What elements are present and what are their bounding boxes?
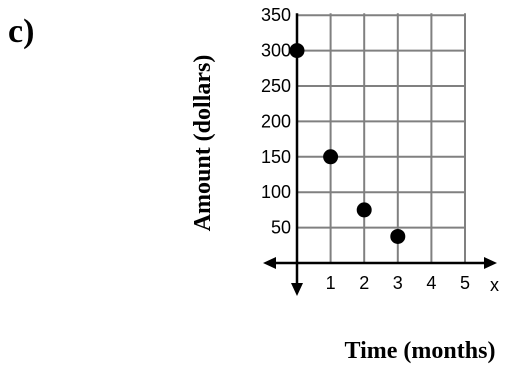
x-axis-title: Time (months) [345,338,496,364]
data-point [289,43,305,59]
axes [263,13,497,296]
y-tick-label: 150 [261,147,291,167]
y-tick-label: 250 [261,76,291,96]
grid [297,13,466,263]
y-tick-labels: 50 100 150 200 250 300 350 [261,5,291,237]
y-tick-label: 50 [271,218,291,238]
x-tick-label: 3 [393,273,403,293]
y-tick-label: 350 [261,5,291,25]
x-tick-label: 5 [460,273,470,293]
data-point [323,149,339,165]
y-axis-title: Amount (dollars) [190,55,216,232]
x-axis-letter: x [490,275,499,295]
panel-label: c) [8,13,34,50]
data-points [289,43,406,244]
x-tick-labels: 1 2 3 4 5 [326,273,470,293]
y-axis-arrow [291,283,303,296]
y-tick-label: 100 [261,182,291,202]
x-tick-label: 1 [326,273,336,293]
x-axis-arrow-left [263,257,276,269]
x-tick-label: 4 [426,273,436,293]
data-point [356,202,372,218]
x-axis-arrow-right [484,257,497,269]
y-tick-label: 300 [261,41,291,61]
x-tick-label: 2 [359,273,369,293]
y-tick-label: 200 [261,111,291,131]
data-point [390,228,406,244]
